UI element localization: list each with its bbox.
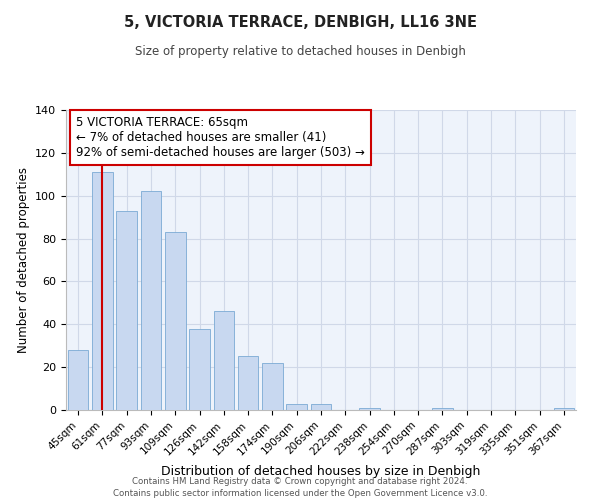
Bar: [432, 408, 453, 410]
Bar: [554, 408, 574, 410]
Bar: [189, 328, 210, 410]
Text: Contains HM Land Registry data © Crown copyright and database right 2024.: Contains HM Land Registry data © Crown c…: [132, 478, 468, 486]
Bar: [214, 312, 234, 410]
Bar: [116, 210, 137, 410]
X-axis label: Distribution of detached houses by size in Denbigh: Distribution of detached houses by size …: [161, 465, 481, 478]
Bar: [286, 404, 307, 410]
Bar: [165, 232, 185, 410]
Text: Size of property relative to detached houses in Denbigh: Size of property relative to detached ho…: [134, 45, 466, 58]
Bar: [262, 363, 283, 410]
Text: 5, VICTORIA TERRACE, DENBIGH, LL16 3NE: 5, VICTORIA TERRACE, DENBIGH, LL16 3NE: [124, 15, 476, 30]
Text: Contains public sector information licensed under the Open Government Licence v3: Contains public sector information licen…: [113, 489, 487, 498]
Bar: [238, 356, 259, 410]
Bar: [140, 192, 161, 410]
Bar: [92, 172, 113, 410]
Bar: [311, 404, 331, 410]
Bar: [68, 350, 88, 410]
Y-axis label: Number of detached properties: Number of detached properties: [17, 167, 29, 353]
Bar: [359, 408, 380, 410]
Text: 5 VICTORIA TERRACE: 65sqm
← 7% of detached houses are smaller (41)
92% of semi-d: 5 VICTORIA TERRACE: 65sqm ← 7% of detach…: [76, 116, 365, 159]
